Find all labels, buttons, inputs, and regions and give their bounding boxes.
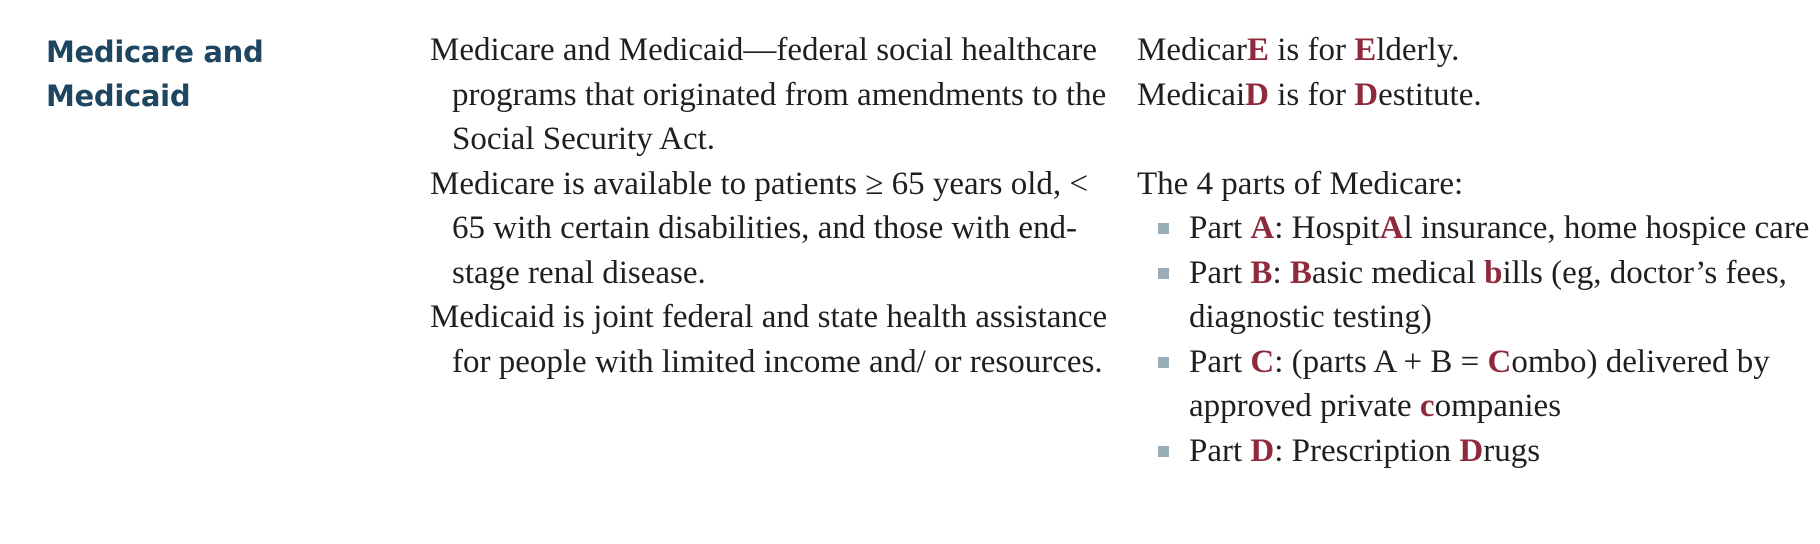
mnemonic-text: is for — [1268, 76, 1355, 113]
part-text: rugs — [1483, 432, 1541, 469]
part-text: Part — [1189, 343, 1251, 380]
part-letter: C — [1250, 343, 1275, 380]
mnemonic-letter: E — [1246, 32, 1269, 68]
part-text: : Hospit — [1274, 210, 1380, 246]
part-text: : Prescription — [1274, 432, 1460, 469]
part-text: ompanies — [1434, 388, 1562, 424]
spacer — [1137, 117, 1817, 162]
mnemonic-letter: E — [1354, 32, 1377, 68]
mnemonic-text: is for — [1268, 32, 1355, 68]
part-letter: A — [1250, 210, 1275, 246]
part-text: asic medical — [1311, 254, 1485, 291]
part-letter: c — [1419, 388, 1435, 424]
part-text: Part — [1189, 432, 1251, 469]
list-item-part-a: Part A: HospitAl insurance, home hospice… — [1137, 206, 1817, 251]
list-item-part-d: Part D: Prescription Drugs — [1137, 429, 1817, 474]
part-letter: D — [1459, 432, 1484, 469]
mnemonic-text: lderly. — [1376, 32, 1460, 68]
part-text: Part — [1189, 210, 1251, 246]
list-item-part-b: Part B: Basic medical bills (eg, doctor’… — [1137, 251, 1817, 340]
section-heading-line-2: Medicaid — [46, 79, 191, 113]
part-letter: A — [1379, 210, 1404, 246]
section-heading-line-1: Medicare and — [46, 35, 264, 69]
square-bullet-icon — [1158, 445, 1169, 457]
mnemonic-medicare: MedicarE is for Elderly. — [1137, 28, 1817, 73]
mnemonic-letter: D — [1245, 76, 1269, 113]
part-text: ombo) delivered by approved private — [1189, 343, 1770, 425]
mnemonic-medicaid: MedicaiD is for Destitute. — [1137, 73, 1817, 118]
mnemonic-text: Medicar — [1137, 32, 1247, 68]
part-text: l insurance, home hospice care — [1403, 210, 1810, 246]
definition-medicaid: Medicaid is joint federal and state heal… — [430, 299, 1108, 380]
part-letter: C — [1487, 343, 1512, 380]
part-letter: B — [1289, 254, 1312, 291]
part-text: : (parts A + B = — [1274, 343, 1488, 380]
part-text: Part — [1189, 254, 1251, 291]
mnemonics-column: MedicarE is for Elderly. MedicaiD is for… — [1137, 28, 1817, 473]
part-text: ills (eg, doctor’s fees, diagnostic test… — [1189, 254, 1787, 336]
definition-medicare-and-medicaid: Medicare and Medicaid—federal social hea… — [430, 32, 1107, 157]
definitions-column: Medicare and Medicaid—federal social hea… — [430, 28, 1110, 384]
medicare-parts-list: Part A: HospitAl insurance, home hospice… — [1137, 206, 1817, 473]
mnemonic-text: estitute. — [1378, 76, 1482, 113]
definition-medicare-eligibility: Medicare is available to patients ≥ 65 y… — [430, 165, 1089, 291]
part-text: : — [1272, 254, 1290, 291]
square-bullet-icon — [1158, 223, 1169, 234]
part-letter: B — [1250, 254, 1273, 291]
square-bullet-icon — [1158, 356, 1169, 368]
parts-title: The 4 parts of Medicare: — [1137, 165, 1464, 202]
list-item-part-c: Part C: (parts A + B = Combo) delivered … — [1137, 340, 1817, 429]
mnemonic-text: Medicai — [1137, 76, 1246, 113]
part-letter: D — [1250, 432, 1275, 469]
part-letter: b — [1484, 254, 1503, 291]
section-heading: Medicare and Medicaid — [46, 30, 376, 118]
mnemonic-letter: D — [1354, 76, 1379, 113]
square-bullet-icon — [1158, 267, 1169, 279]
